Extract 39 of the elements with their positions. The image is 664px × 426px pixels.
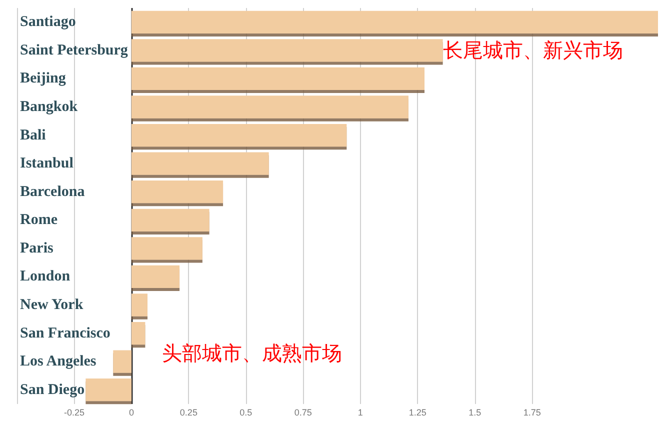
bar (113, 350, 132, 373)
bar (131, 152, 269, 175)
y-tick-label: London (20, 268, 71, 285)
x-tick-label: 1 (358, 408, 363, 418)
y-tick-label: New York (20, 297, 84, 313)
y-tick-label: Saint Petersburg (20, 42, 128, 58)
annotation: 长尾城市、新兴市场 (443, 38, 623, 62)
bar (131, 322, 146, 345)
x-tick-label: 0.5 (240, 408, 252, 418)
y-tick-label: Beijing (20, 70, 66, 87)
x-tick-label: 1.25 (408, 408, 426, 418)
x-tick-label: -0.25 (64, 408, 84, 418)
bar (131, 237, 202, 260)
x-tick-label: 1.75 (523, 408, 541, 418)
bar (131, 96, 408, 118)
bar (131, 10, 658, 34)
x-tick-label: 0.75 (294, 408, 312, 418)
y-tick-label: Rome (20, 212, 58, 228)
x-tick-label: 1.5 (468, 408, 482, 418)
bar (131, 265, 180, 288)
y-tick-label: San Francisco (20, 325, 110, 342)
x-tick-label: 0.25 (180, 408, 198, 418)
bar (131, 208, 210, 232)
y-tick-label: Santiago (20, 14, 76, 30)
bar (131, 39, 443, 62)
y-tick-label: Los Angeles (20, 354, 96, 370)
bar (131, 124, 347, 147)
bar (86, 378, 132, 402)
y-tick-label: Bangkok (20, 99, 78, 115)
annotation: 头部城市、成熟市场 (162, 341, 342, 365)
y-tick-label: San Diego (20, 382, 85, 398)
y-tick-label: Bali (20, 127, 46, 144)
y-tick-label: Istanbul (20, 156, 74, 172)
bar (131, 180, 224, 204)
bar (131, 67, 424, 90)
bar (131, 294, 148, 316)
y-tick-label: Paris (20, 240, 54, 256)
y-tick-label: Barcelona (20, 184, 86, 200)
x-tick-label: 0 (128, 408, 134, 418)
